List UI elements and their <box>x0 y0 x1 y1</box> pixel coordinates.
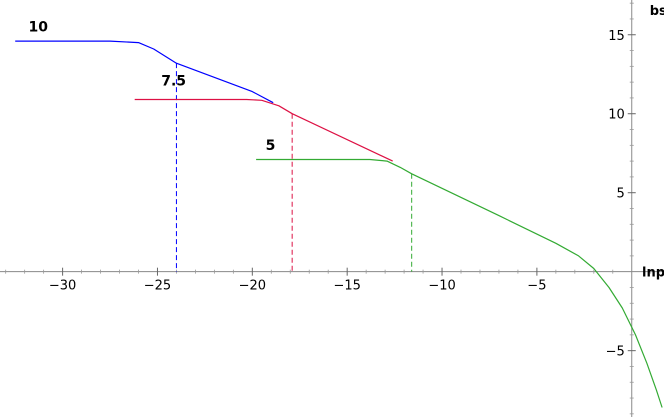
x-tick-label: −20 <box>239 279 266 294</box>
series-label-5: 5 <box>266 138 276 154</box>
series-10-line <box>15 40 274 104</box>
y-tick-label: 15 <box>608 29 625 44</box>
crossover-droplines <box>175 63 413 272</box>
series-7-5-line <box>134 98 393 162</box>
y-tick-label: −5 <box>606 345 625 360</box>
curves <box>15 40 663 408</box>
labels: 107.55 <box>28 20 275 154</box>
x-tick-label: −30 <box>49 279 76 294</box>
series-label-10: 10 <box>28 20 48 36</box>
series-5-line <box>256 158 663 408</box>
x-tick-label: −5 <box>527 279 546 294</box>
y-tick-label: 10 <box>608 108 625 123</box>
x-axis-label: lnp <box>642 266 664 281</box>
series-label-7-5: 7.5 <box>161 73 186 89</box>
y-tick-label: 5 <box>616 187 624 202</box>
x-tick-label: −15 <box>333 279 360 294</box>
y-axis-label: bsq <box>650 4 664 19</box>
x-tick-label: −25 <box>144 279 171 294</box>
x-tick-label: −10 <box>428 279 455 294</box>
